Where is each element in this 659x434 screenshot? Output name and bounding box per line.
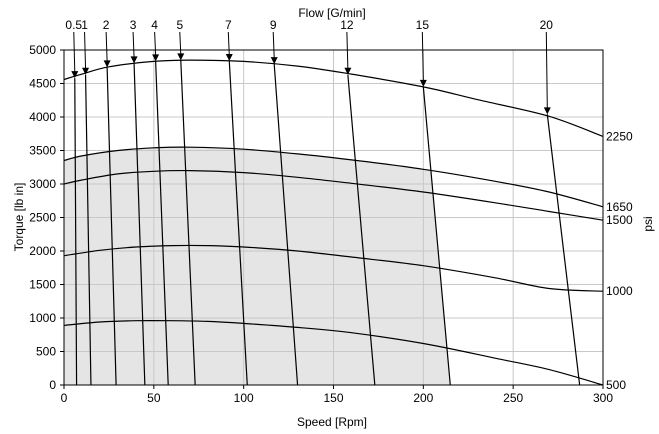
pressure-label-2250: 2250	[606, 129, 633, 143]
flow-line-12	[347, 74, 376, 386]
flow-label-5: 5	[176, 18, 183, 32]
x-tick-label: 150	[323, 391, 343, 405]
flow-label-2: 2	[103, 18, 110, 32]
pressure-curve-1000	[63, 244, 604, 292]
pressure-curve-500	[63, 319, 604, 386]
flow-line-15	[422, 86, 451, 386]
x-tick-label: 300	[593, 391, 613, 405]
flow-arrow-head-4	[152, 54, 160, 62]
flow-arrow-head-15	[419, 79, 427, 87]
y-tick-label: 5000	[29, 43, 56, 57]
flow-label-0.5: 0.5	[65, 18, 82, 32]
shaded-region	[64, 147, 451, 385]
flow-arrow-shaft-9	[272, 31, 275, 59]
flow-label-7: 7	[225, 18, 232, 32]
flow-label-4: 4	[151, 18, 158, 32]
grid	[64, 50, 603, 385]
y-tick-label: 4500	[29, 77, 56, 91]
flow-arrow-head-9	[270, 57, 278, 65]
flow-arrow-head-7	[225, 54, 233, 62]
pressure-curve-2250	[63, 59, 604, 137]
flow-arrow-shaft-3	[132, 31, 135, 58]
flow-arrow-shaft-7	[227, 31, 230, 56]
y-tick-label: 500	[36, 345, 56, 359]
flow-arrow-shaft-15	[421, 31, 424, 81]
y-tick-label: 0	[49, 378, 56, 392]
flow-lines: 0.5 1 2 3 4 5 7 9 12 15 20	[65, 18, 581, 386]
y-tick-label: 1000	[29, 311, 56, 325]
x-tick-label: 200	[413, 391, 433, 405]
flow-arrow-shaft-20	[545, 31, 548, 109]
flow-arrow-head-0.5	[71, 71, 79, 79]
y-axis-label: Torque [lb in]	[12, 183, 26, 252]
flow-line-0.5	[74, 78, 78, 386]
x-tick-label: 0	[61, 391, 68, 405]
pressure-label-1500: 1500	[606, 213, 633, 227]
flow-label-9: 9	[270, 18, 277, 32]
flow-label-15: 15	[416, 18, 430, 32]
y-tick-label: 1500	[29, 278, 56, 292]
flow-arrow-head-5	[177, 53, 185, 61]
flow-arrow-head-3	[130, 56, 138, 64]
y-tick-label: 3000	[29, 177, 56, 191]
flow-line-1	[84, 74, 92, 386]
x-tick-label: 100	[234, 391, 254, 405]
x-tick-label: 50	[147, 391, 161, 405]
flow-arrow-shaft-5	[179, 31, 182, 55]
pressure-curve-1500	[63, 169, 604, 221]
pressure-curve-1650	[63, 146, 604, 208]
flow-label-1: 1	[81, 18, 88, 32]
x-tick-label: 250	[503, 391, 523, 405]
axes: 0 50 100 150 200 250 3000500100015002000250030…	[29, 43, 613, 405]
flow-arrow-head-12	[344, 67, 352, 75]
pressure-label-1650: 1650	[606, 200, 633, 214]
flow-label-3: 3	[130, 18, 137, 32]
flow-label-20: 20	[540, 18, 554, 32]
y-tick-label: 4000	[29, 110, 56, 124]
y-tick-label: 3500	[29, 144, 56, 158]
shaded-operating-region	[64, 147, 451, 385]
y2-axis-label: psi	[641, 216, 655, 231]
flow-arrow-shaft-2	[105, 31, 108, 62]
flow-arrow-shaft-0.5	[73, 31, 76, 73]
pressure-label-500: 500	[606, 378, 626, 392]
flow-line-9	[273, 64, 299, 386]
chart-title: Flow [G/min]	[298, 6, 365, 20]
x-axis-label: Speed [Rpm]	[297, 415, 367, 429]
flow-arrow-head-2	[103, 60, 111, 68]
flow-line-4	[155, 61, 169, 386]
flow-arrow-shaft-4	[154, 31, 157, 56]
flow-line-7	[228, 61, 248, 386]
flow-line-5	[180, 60, 196, 386]
y-tick-label: 2500	[29, 211, 56, 225]
flow-line-20	[546, 114, 581, 386]
y-tick-label: 2000	[29, 244, 56, 258]
flow-line-2	[106, 67, 117, 386]
pressure-label-1000: 1000	[606, 284, 633, 298]
flow-label-12: 12	[340, 18, 354, 32]
flow-arrow-head-20	[543, 107, 551, 115]
flow-arrow-head-1	[82, 67, 90, 75]
flow-line-3	[133, 63, 146, 386]
